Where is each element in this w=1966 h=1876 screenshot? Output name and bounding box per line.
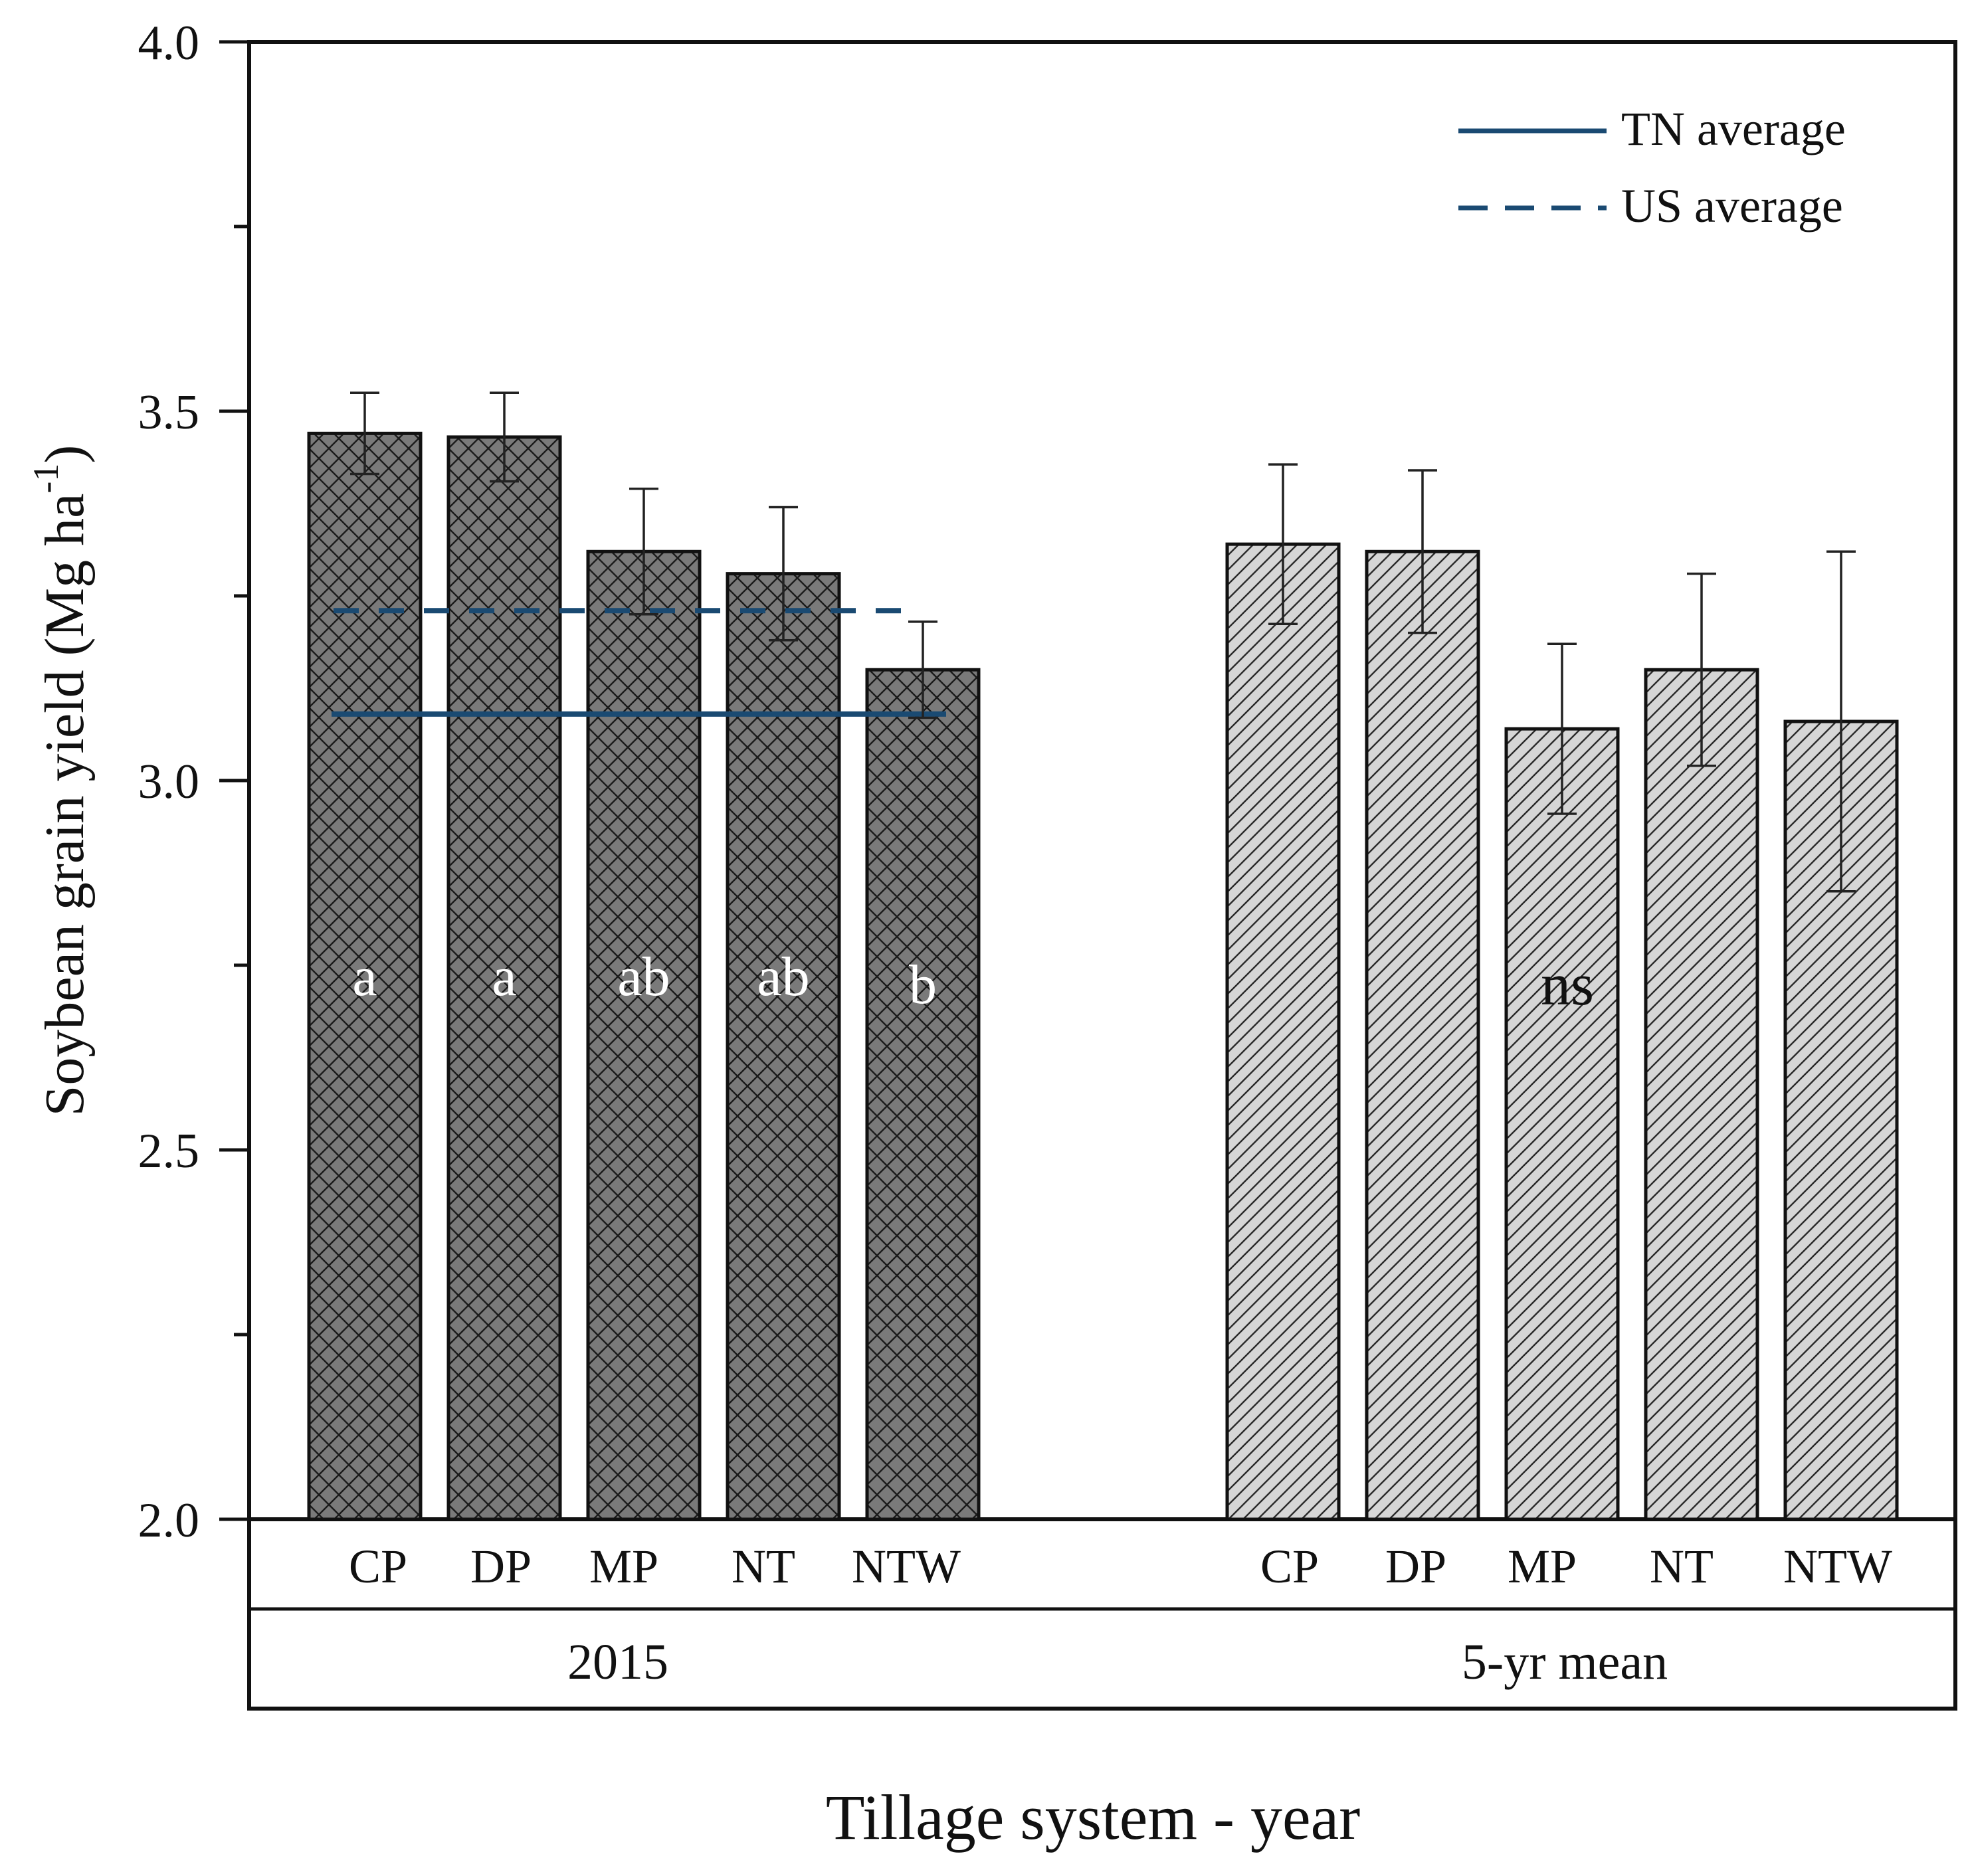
bars-layer	[307, 431, 1899, 1521]
y-tick-label: 4.0	[138, 16, 200, 70]
significance-letters-layer: a a ab ab b ns	[352, 946, 1594, 1018]
bar-nt-1	[1644, 668, 1759, 1521]
y-axis-title-sup: -1	[26, 464, 66, 494]
bar-mp-1	[1504, 727, 1620, 1521]
x-category-label: CP	[1260, 1540, 1319, 1593]
significance-letter: ab	[757, 946, 809, 1008]
bar-dp-0	[446, 435, 562, 1521]
y-axis-ticks: 2.0 2.5 3.0 3.5 4.0	[138, 16, 249, 1548]
x-category-label: MP	[589, 1540, 658, 1593]
significance-letter: a	[352, 946, 377, 1008]
y-axis-title: Soybean grain yield (Mg ha-1)	[26, 445, 96, 1117]
y-tick-label: 2.0	[138, 1493, 200, 1548]
y-axis-title-close: )	[34, 445, 96, 464]
x-group-label: 2015	[567, 1634, 668, 1690]
x-category-label: MP	[1508, 1540, 1577, 1593]
plot-frame	[247, 40, 1957, 1711]
legend: TN average US average	[1458, 102, 1846, 233]
significance-letter: b	[909, 954, 937, 1016]
y-tick-label: 3.5	[138, 385, 200, 440]
x-category-label: DP	[470, 1540, 532, 1593]
reference-lines-layer	[332, 608, 946, 717]
significance-ns-label: ns	[1541, 952, 1594, 1018]
significance-letter: a	[492, 946, 516, 1008]
bar-mp-0	[586, 549, 702, 1521]
legend-us-label: US average	[1621, 179, 1843, 233]
bar-cp-0	[307, 431, 423, 1521]
significance-letter: ab	[617, 946, 670, 1008]
y-axis-title-main: Soybean grain yield (Mg ha	[34, 494, 96, 1117]
bar-ntw-0	[865, 668, 981, 1521]
x-category-labels: CP DP MP NT NTW 2015 CP DP MP NT NTW 5-yr mean	[349, 1540, 1892, 1690]
x-axis-title: Tillage system - year	[826, 1782, 1360, 1853]
legend-tn-label: TN average	[1621, 102, 1846, 155]
x-category-label: CP	[349, 1540, 407, 1593]
x-category-label: DP	[1385, 1540, 1446, 1593]
x-category-label: NTW	[852, 1540, 961, 1593]
x-group-label: 5-yr mean	[1462, 1634, 1668, 1690]
bar-cp-1	[1225, 542, 1341, 1521]
x-category-label: NT	[732, 1540, 795, 1593]
y-tick-label: 3.0	[138, 755, 200, 809]
error-bars-layer	[350, 391, 1856, 893]
bar-nt-0	[726, 572, 841, 1521]
y-tick-label: 2.5	[138, 1124, 200, 1178]
x-category-label: NTW	[1783, 1540, 1892, 1593]
x-category-label: NT	[1650, 1540, 1714, 1593]
bar-dp-1	[1365, 549, 1480, 1521]
